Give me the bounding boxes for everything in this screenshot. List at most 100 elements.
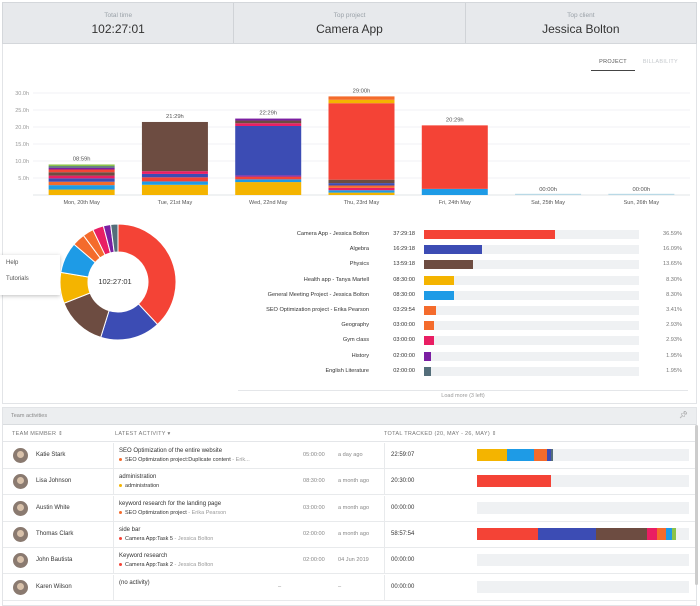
bar-segment[interactable] <box>235 182 302 195</box>
project-name: Physics <box>349 261 369 268</box>
total-tracked: 00:00:00 <box>391 557 415 564</box>
project-row[interactable]: Gym class 03:00:00 2.93% <box>0 335 700 347</box>
project-percent: 2.93% <box>666 322 682 329</box>
project-time: 08:30:00 <box>393 276 415 283</box>
scrollbar[interactable] <box>695 425 698 585</box>
bar-segment[interactable] <box>141 173 208 178</box>
total-tracked: 20:30:00 <box>391 478 415 485</box>
bar-segment[interactable] <box>48 175 115 179</box>
bar-segment[interactable] <box>141 171 208 174</box>
activity-duration: – <box>278 583 282 590</box>
bar-segment[interactable] <box>328 103 395 180</box>
team-row[interactable]: Katie Stark SEO Optimization of the enti… <box>3 443 696 469</box>
bar-segment[interactable] <box>235 175 302 177</box>
member-name[interactable]: Karen Wilson <box>36 583 72 590</box>
project-row[interactable]: SEO Optimization project - Erika Pearson… <box>0 305 700 317</box>
project-percent: 1.95% <box>666 352 682 359</box>
bar-segment[interactable] <box>235 120 302 124</box>
breakdown-segment <box>506 449 535 461</box>
weekly-breakdown-bar <box>477 554 689 567</box>
team-row[interactable]: Lisa Johnson administration administrati… <box>3 469 696 496</box>
col-team-member[interactable]: TEAM MEMBER ⇕ <box>12 431 63 437</box>
project-row[interactable]: Geography 03:00:00 2.93% <box>0 320 700 332</box>
bar-segment[interactable] <box>608 193 675 195</box>
breakdown-segment <box>595 527 647 540</box>
activity-time-ago: a month ago <box>338 530 370 537</box>
bar-segment[interactable] <box>141 121 208 172</box>
project-row[interactable]: Algebra 16:29:18 16.09% <box>0 244 700 256</box>
project-time: 16:29:18 <box>393 246 415 253</box>
bar-segment[interactable] <box>328 99 395 104</box>
project-row[interactable]: Camera App - Jessica Bolton 37:29:18 36.… <box>0 229 700 241</box>
bar-segment[interactable] <box>235 179 302 183</box>
project-bar-track <box>424 336 639 346</box>
stat-value: 102:27:01 <box>91 22 145 36</box>
help-menu-item-tutorials[interactable]: Tutorials <box>6 276 29 282</box>
bar-segment[interactable] <box>48 167 115 170</box>
member-name[interactable]: Lisa Johnson <box>36 478 72 485</box>
col-total-tracked[interactable]: TOTAL TRACKED (20, MAY - 26, MAY) ⇕ <box>384 431 497 437</box>
team-row[interactable]: Austin White keyword research for the la… <box>3 495 696 522</box>
bar-segment[interactable] <box>48 169 115 173</box>
bar-segment[interactable] <box>141 177 208 182</box>
project-time: 03:00:00 <box>393 337 415 344</box>
bar-segment[interactable] <box>328 185 395 188</box>
col-latest-activity[interactable]: LATEST ACTIVITY ▾ <box>115 431 171 437</box>
bar-segment[interactable] <box>48 178 115 182</box>
bar-segment[interactable] <box>235 118 302 121</box>
member-name[interactable]: Katie Stark <box>36 452 66 458</box>
bar-segment[interactable] <box>141 181 208 185</box>
column-divider <box>384 495 385 522</box>
avatar <box>13 448 28 463</box>
activity-client-name: - Jessica Bolton <box>173 562 214 569</box>
bar-segment[interactable] <box>328 190 395 193</box>
project-row[interactable]: History 02:00:00 1.95% <box>0 351 700 363</box>
bar-segment[interactable] <box>48 166 115 168</box>
breakdown-segment <box>672 527 677 540</box>
bar-segment[interactable] <box>515 193 582 195</box>
project-bar <box>424 351 431 361</box>
project-bar-track <box>424 290 639 300</box>
bar-segment[interactable] <box>235 176 302 180</box>
project-time: 03:00:00 <box>393 322 415 329</box>
bar-segment[interactable] <box>328 179 395 184</box>
bar-segment[interactable] <box>48 189 115 195</box>
member-name[interactable]: John Bautista <box>36 557 73 564</box>
bar-segment[interactable] <box>328 183 395 186</box>
x-tick-label: Tue, 21st May <box>158 200 193 206</box>
bar-segment[interactable] <box>48 172 115 176</box>
toggle-project[interactable]: PROJECT <box>591 54 635 71</box>
donut-slice[interactable] <box>110 223 119 253</box>
donut-slice[interactable] <box>117 223 177 326</box>
load-more-link[interactable]: Load more (3 left) <box>238 390 688 400</box>
project-bar <box>424 275 454 285</box>
bar-segment[interactable] <box>235 123 302 126</box>
bar-segment[interactable] <box>141 184 208 195</box>
bar-segment[interactable] <box>328 96 395 100</box>
bar-segment[interactable] <box>328 192 395 195</box>
team-row[interactable]: Karen Wilson (no activity) – – 00:00:00 <box>3 574 696 601</box>
bar-segment[interactable] <box>421 125 488 189</box>
bar-segment[interactable] <box>48 181 115 186</box>
pin-icon[interactable]: 📌︎ <box>679 412 688 419</box>
bar-segment[interactable] <box>48 164 115 167</box>
y-tick-label: 15.0h <box>15 142 29 148</box>
help-menu-item-help[interactable]: Help <box>6 260 19 266</box>
member-name[interactable]: Thomas Clark <box>36 530 74 537</box>
project-row[interactable]: General Meeting Project - Jessica Bolton… <box>0 290 700 302</box>
project-row[interactable]: Health app - Tanya Martell 08:30:00 8.30… <box>0 275 700 287</box>
project-row[interactable]: English Literature 02:00:00 1.95% <box>0 366 700 378</box>
member-name[interactable]: Austin White <box>36 504 70 511</box>
bar-segment[interactable] <box>48 185 115 190</box>
project-bar <box>424 245 482 255</box>
project-row[interactable]: Physics 13:59:18 13.65% <box>0 259 700 271</box>
project-bar <box>424 336 435 346</box>
x-tick-label: Sat, 25th May <box>531 200 565 206</box>
bar-segment[interactable] <box>421 188 488 195</box>
bar-segment[interactable] <box>328 187 395 191</box>
team-row[interactable]: John Bautista Keyword research Camera Ap… <box>3 548 696 575</box>
project-percent: 1.95% <box>666 367 682 374</box>
team-row[interactable]: Thomas Clark side bar Camera App:Task 5 … <box>3 521 696 548</box>
bar-segment[interactable] <box>235 125 302 176</box>
toggle-billability[interactable]: BILLABILITY <box>642 59 678 65</box>
